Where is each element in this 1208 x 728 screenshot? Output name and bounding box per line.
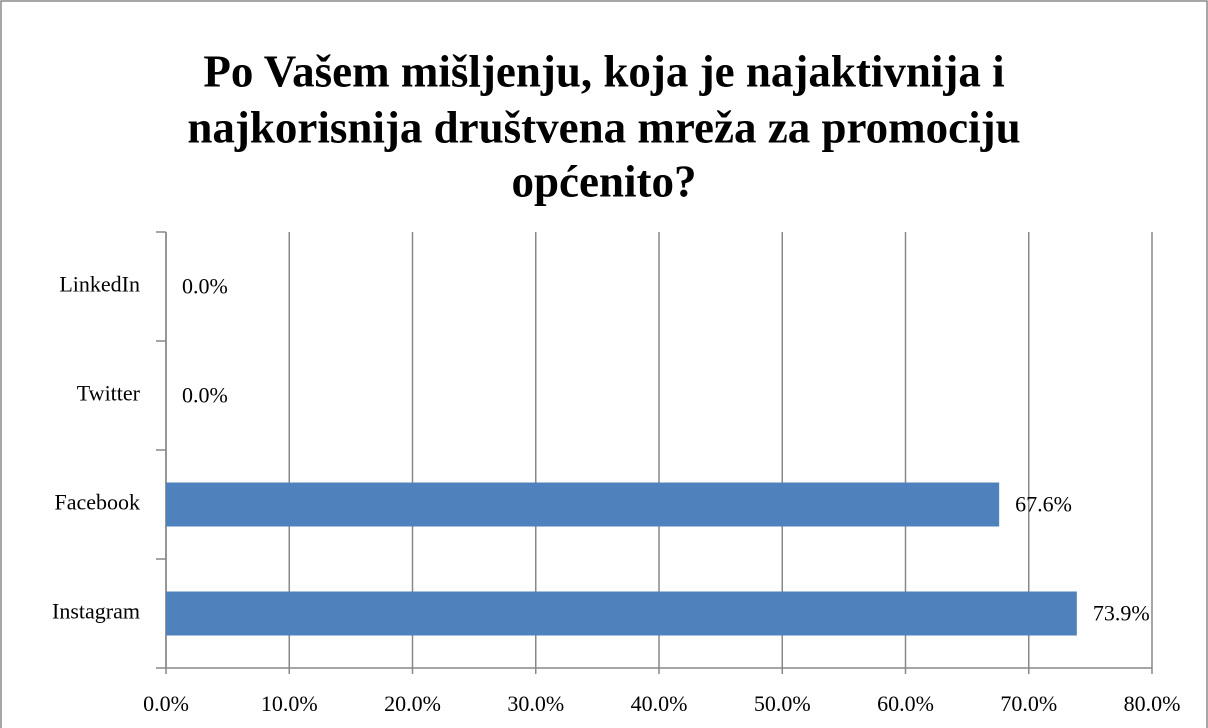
x-tick-label: 20.0% (384, 691, 441, 716)
bar (166, 482, 1000, 527)
value-label: 67.6% (1015, 492, 1072, 517)
value-label: 0.0% (182, 274, 228, 299)
x-tick-label: 40.0% (631, 691, 688, 716)
x-tick-label: 70.0% (1000, 691, 1057, 716)
y-tick-label: Facebook (54, 490, 140, 515)
chart-title: općenito? (512, 156, 697, 206)
x-tick-label: 60.0% (877, 691, 934, 716)
y-tick-label: Instagram (52, 599, 140, 624)
value-label: 0.0% (182, 383, 228, 408)
y-tick-label: LinkedIn (59, 272, 140, 297)
x-tick-label: 0.0% (143, 691, 189, 716)
x-tick-label: 80.0% (1124, 691, 1181, 716)
chart-title: najkorisnija društvena mreža za promocij… (187, 102, 1020, 152)
y-tick-label: Twitter (77, 381, 141, 406)
value-label: 73.9% (1093, 601, 1150, 626)
x-tick-label: 30.0% (507, 691, 564, 716)
x-tick-label: 50.0% (754, 691, 811, 716)
bar (166, 591, 1077, 636)
chart-title: Po Vašem mišljenju, koja je najaktivnija… (203, 46, 1004, 96)
x-tick-label: 10.0% (261, 691, 318, 716)
